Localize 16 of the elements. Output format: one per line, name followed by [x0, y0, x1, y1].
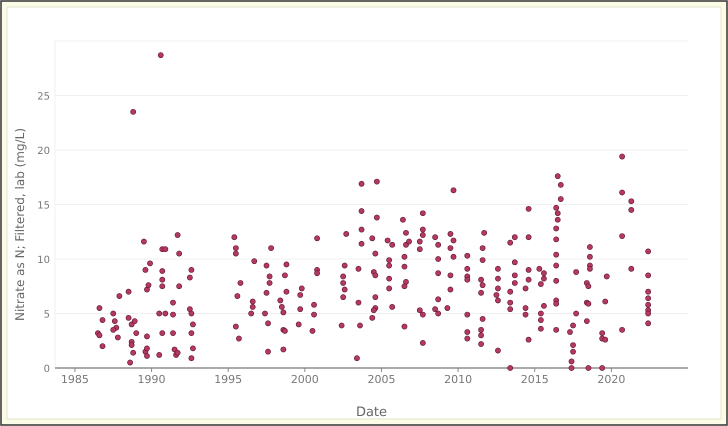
x-axis-title: Date [356, 405, 388, 420]
y-tick-label: 15 [37, 200, 50, 212]
x-tick-label: 1985 [60, 373, 89, 386]
y-tick-label: 0 [44, 364, 50, 375]
y-tick-label: 5 [44, 310, 50, 320]
x-tick-label: 1995 [214, 373, 242, 386]
x-tick-label: 1990 [138, 373, 166, 386]
y-tick-label: 10 [37, 255, 50, 266]
x-tick-label: 2010 [444, 373, 472, 386]
x-tick-label: 2015 [520, 373, 549, 386]
y-tick-label: 25 [37, 92, 50, 102]
x-tick-label: 2000 [290, 373, 319, 386]
y-tick-label: 20 [37, 146, 50, 157]
y-axis-title: Nitrate as N; Filtered, lab (mg/L) [13, 128, 27, 322]
x-tick-label: 2005 [367, 373, 396, 386]
x-tick-label: 2020 [597, 373, 626, 386]
